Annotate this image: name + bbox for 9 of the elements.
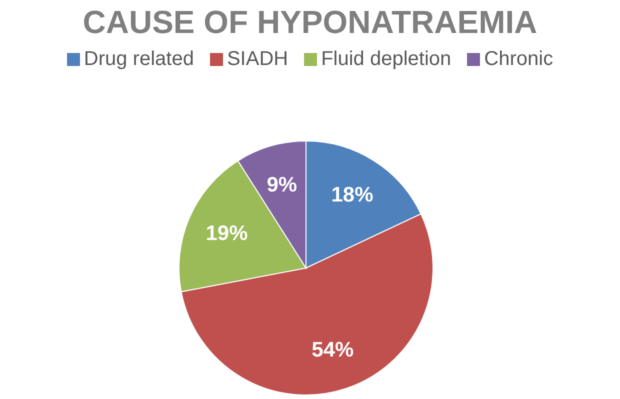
legend-label: Fluid depletion [321,48,452,70]
chart-title: CAUSE OF HYPONATRAEMIA [82,3,538,42]
legend-label: SIADH [226,48,288,70]
legend-label: Drug related [84,48,194,70]
data-label: 18% [331,184,374,207]
data-label: 54% [312,338,354,362]
data-label: 9% [266,174,298,197]
data-label: 19% [206,222,248,246]
legend-label: Chronic [484,48,554,70]
